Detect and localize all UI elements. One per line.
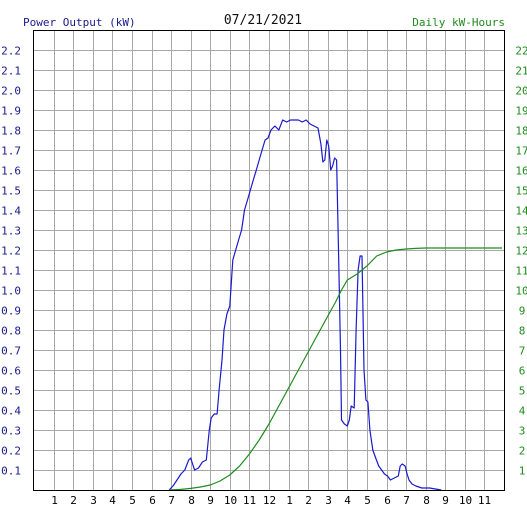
y-right-tick-label: 15 — [515, 185, 527, 198]
chart-date-title: 07/21/2021 — [224, 13, 302, 28]
x-tick-label: 7 — [168, 494, 175, 507]
y-right-tick-label: 2 — [519, 445, 526, 458]
y-left-tick-label: 0.1 — [1, 465, 21, 478]
y-left-tick-label: 1.4 — [1, 205, 21, 218]
x-tick-label: 8 — [188, 494, 195, 507]
energy-line — [169, 247, 502, 491]
x-tick-label: 1 — [286, 494, 293, 507]
y-left-tick-label: 0.9 — [1, 305, 21, 318]
x-tick-label: 1 — [51, 494, 58, 507]
x-tick-label: 2 — [305, 494, 312, 507]
y-right-tick-label: 9 — [519, 305, 526, 318]
y-left-tick-label: 0.6 — [1, 365, 21, 378]
y-left-tick-label: 2.2 — [1, 45, 21, 58]
x-tick-label: 5 — [364, 494, 371, 507]
x-tick-label: 9 — [442, 494, 449, 507]
y-left-tick-label: 2.1 — [1, 65, 21, 78]
data-series — [168, 119, 502, 491]
x-tick-label: 3 — [90, 494, 97, 507]
y-right-tick-label: 14 — [515, 205, 527, 218]
y-right-tick-label: 21 — [515, 65, 527, 78]
y-right-tick-label: 3 — [519, 425, 526, 438]
y-left-tick-label: 0.7 — [1, 345, 21, 358]
y-right-tick-label: 20 — [515, 85, 527, 98]
x-tick-label: 11 — [478, 494, 491, 507]
x-tick-label: 5 — [129, 494, 136, 507]
x-tick-label: 11 — [243, 494, 256, 507]
grid-lines — [34, 30, 504, 490]
y-right-tick-label: 4 — [519, 405, 526, 418]
y-right-tick-label: 6 — [519, 365, 526, 378]
left-axis-title: Power Output (kW) — [23, 16, 136, 29]
x-tick-label: 7 — [403, 494, 410, 507]
axis-ticks: 1 2 3 4 5 6 7 8 9 10 11 12 1 2 3 4 5 6 7 8 9 10 110.10.20.30.4… — [1, 45, 527, 508]
y-right-tick-label: 18 — [515, 125, 527, 138]
y-right-tick-label: 12 — [515, 245, 527, 258]
x-tick-label: 4 — [344, 494, 351, 507]
y-right-tick-label: 16 — [515, 165, 527, 178]
x-tick-label: 4 — [109, 494, 116, 507]
y-left-tick-label: 1.0 — [1, 285, 21, 298]
y-left-tick-label: 1.6 — [1, 165, 21, 178]
y-left-tick-label: 1.9 — [1, 105, 21, 118]
y-right-tick-label: 11 — [515, 265, 527, 278]
x-tick-label: 10 — [459, 494, 472, 507]
y-left-tick-label: 1.2 — [1, 245, 21, 258]
y-right-tick-label: 17 — [515, 145, 527, 158]
y-right-tick-label: 22 — [515, 45, 527, 58]
y-left-tick-label: 0.4 — [1, 405, 21, 418]
x-tick-label: 10 — [224, 494, 237, 507]
y-left-tick-label: 2.0 — [1, 85, 21, 98]
y-left-tick-label: 0.2 — [1, 445, 21, 458]
y-right-tick-label: 10 — [515, 285, 527, 298]
y-left-tick-label: 0.5 — [1, 385, 21, 398]
right-axis-title: Daily kW-Hours — [412, 16, 505, 29]
y-left-tick-label: 0.8 — [1, 325, 21, 338]
y-right-tick-label: 8 — [519, 325, 526, 338]
y-right-tick-label: 5 — [519, 385, 526, 398]
y-left-tick-label: 1.5 — [1, 185, 21, 198]
y-right-tick-label: 1 — [519, 465, 526, 478]
y-right-tick-label: 19 — [515, 105, 527, 118]
y-left-tick-label: 1.1 — [1, 265, 21, 278]
y-left-tick-label: 1.3 — [1, 225, 21, 238]
x-tick-label: 2 — [70, 494, 77, 507]
plot-frame — [33, 30, 505, 491]
y-right-tick-label: 7 — [519, 345, 526, 358]
x-tick-label: 6 — [384, 494, 391, 507]
x-tick-label: 3 — [325, 494, 332, 507]
x-tick-label: 9 — [207, 494, 214, 507]
x-tick-label: 12 — [263, 494, 276, 507]
power-line — [168, 119, 442, 491]
x-tick-label: 6 — [149, 494, 156, 507]
y-right-tick-label: 13 — [515, 225, 527, 238]
y-left-tick-label: 0.3 — [1, 425, 21, 438]
y-left-tick-label: 1.8 — [1, 125, 21, 138]
x-tick-label: 8 — [423, 494, 430, 507]
y-left-tick-label: 1.7 — [1, 145, 21, 158]
